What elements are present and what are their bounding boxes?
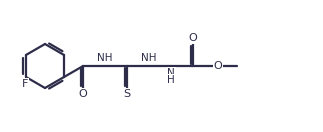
Text: H: H	[167, 75, 175, 85]
Text: F: F	[22, 79, 28, 89]
Text: NH: NH	[141, 53, 157, 63]
Text: N: N	[167, 68, 175, 78]
Text: O: O	[214, 61, 223, 71]
Text: O: O	[189, 33, 197, 43]
Text: S: S	[123, 89, 131, 99]
Text: O: O	[79, 89, 88, 99]
Text: NH: NH	[97, 53, 113, 63]
